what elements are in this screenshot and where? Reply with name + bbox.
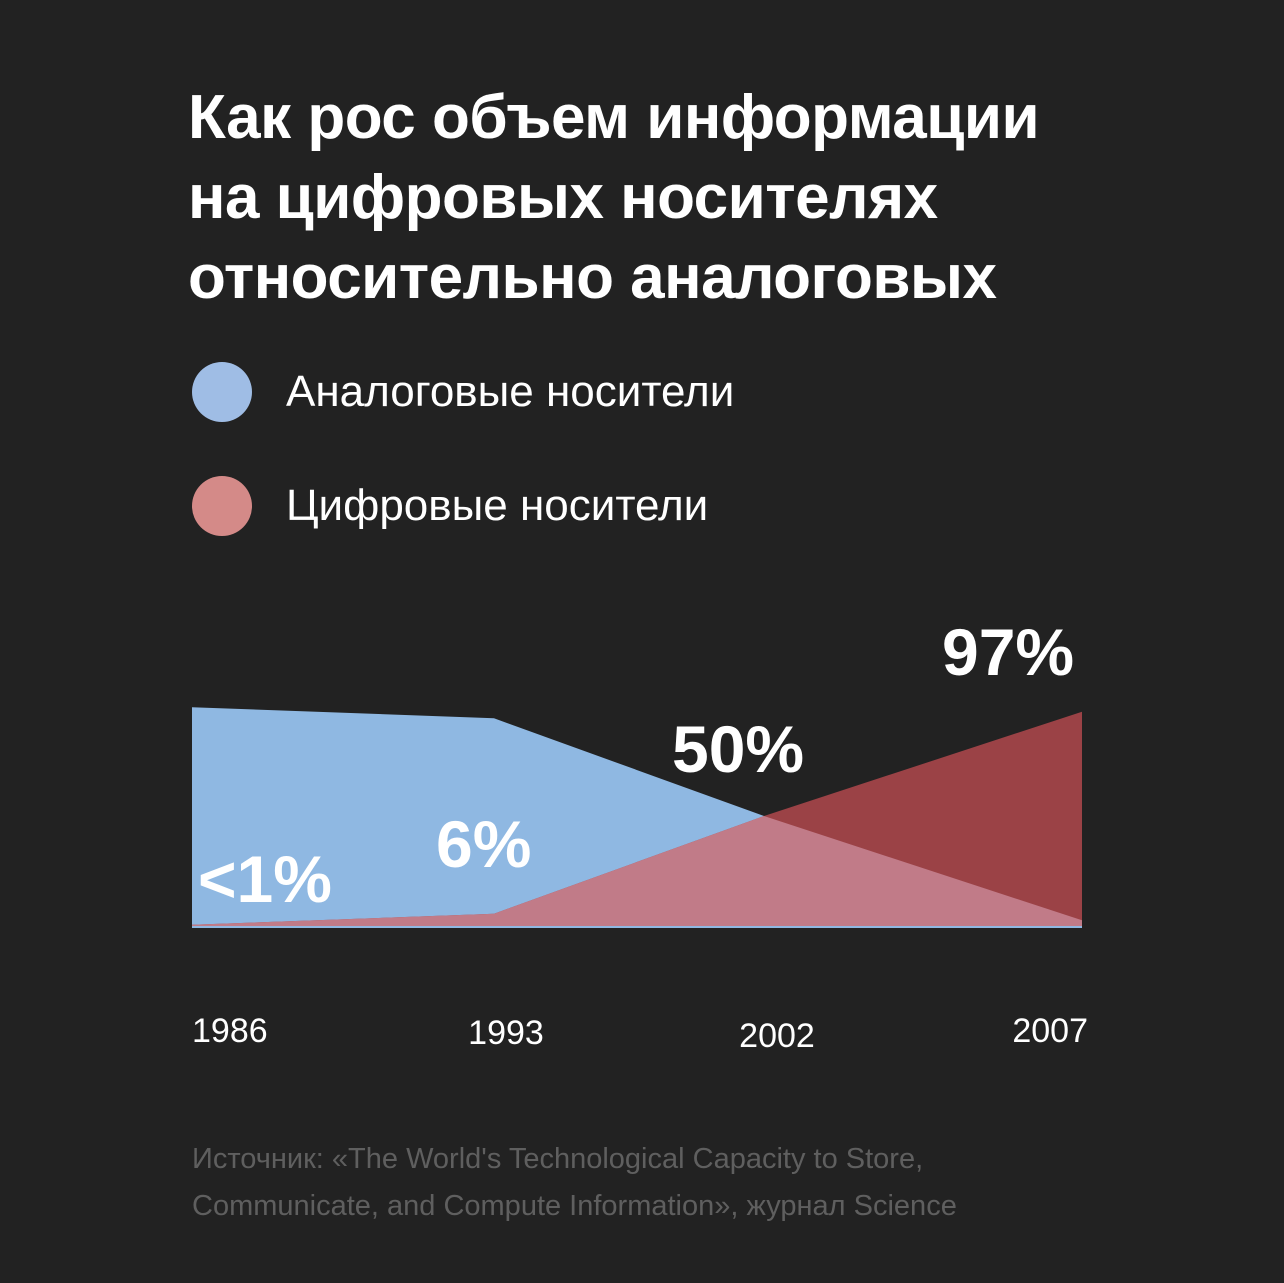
source-note: Источник: «The World's Technological Cap… (192, 1136, 1142, 1230)
data-label: <1% (198, 842, 332, 916)
x-tick-label: 2007 (1012, 1012, 1088, 1050)
data-label: 50% (672, 712, 804, 786)
chart-title: Как рос объем информации на цифровых нос… (188, 78, 1148, 318)
legend-swatch-digital (192, 476, 252, 536)
title-line: на цифровых носителях (188, 163, 938, 232)
data-label: 6% (436, 807, 531, 881)
area-chart: <1% 6% 50% 97% 1986 1993 2002 2007 (192, 615, 1088, 1055)
source-line: Источник: «The World's Technological Cap… (192, 1143, 924, 1175)
legend-swatch-analog (192, 362, 252, 422)
x-tick-label: 1993 (468, 1014, 544, 1052)
legend-label-digital: Цифровые носители (286, 481, 709, 530)
x-tick-label: 2002 (739, 1017, 815, 1055)
title-line: Как рос объем информации (188, 83, 1040, 152)
data-label: 97% (942, 615, 1074, 689)
overlap-area (192, 816, 1082, 927)
x-tick-label: 1986 (192, 1012, 268, 1050)
legend-label-analog: Аналоговые носители (286, 367, 735, 416)
source-line: Communicate, and Compute Information», ж… (192, 1190, 957, 1222)
title-line: относительно аналоговых (188, 243, 997, 312)
